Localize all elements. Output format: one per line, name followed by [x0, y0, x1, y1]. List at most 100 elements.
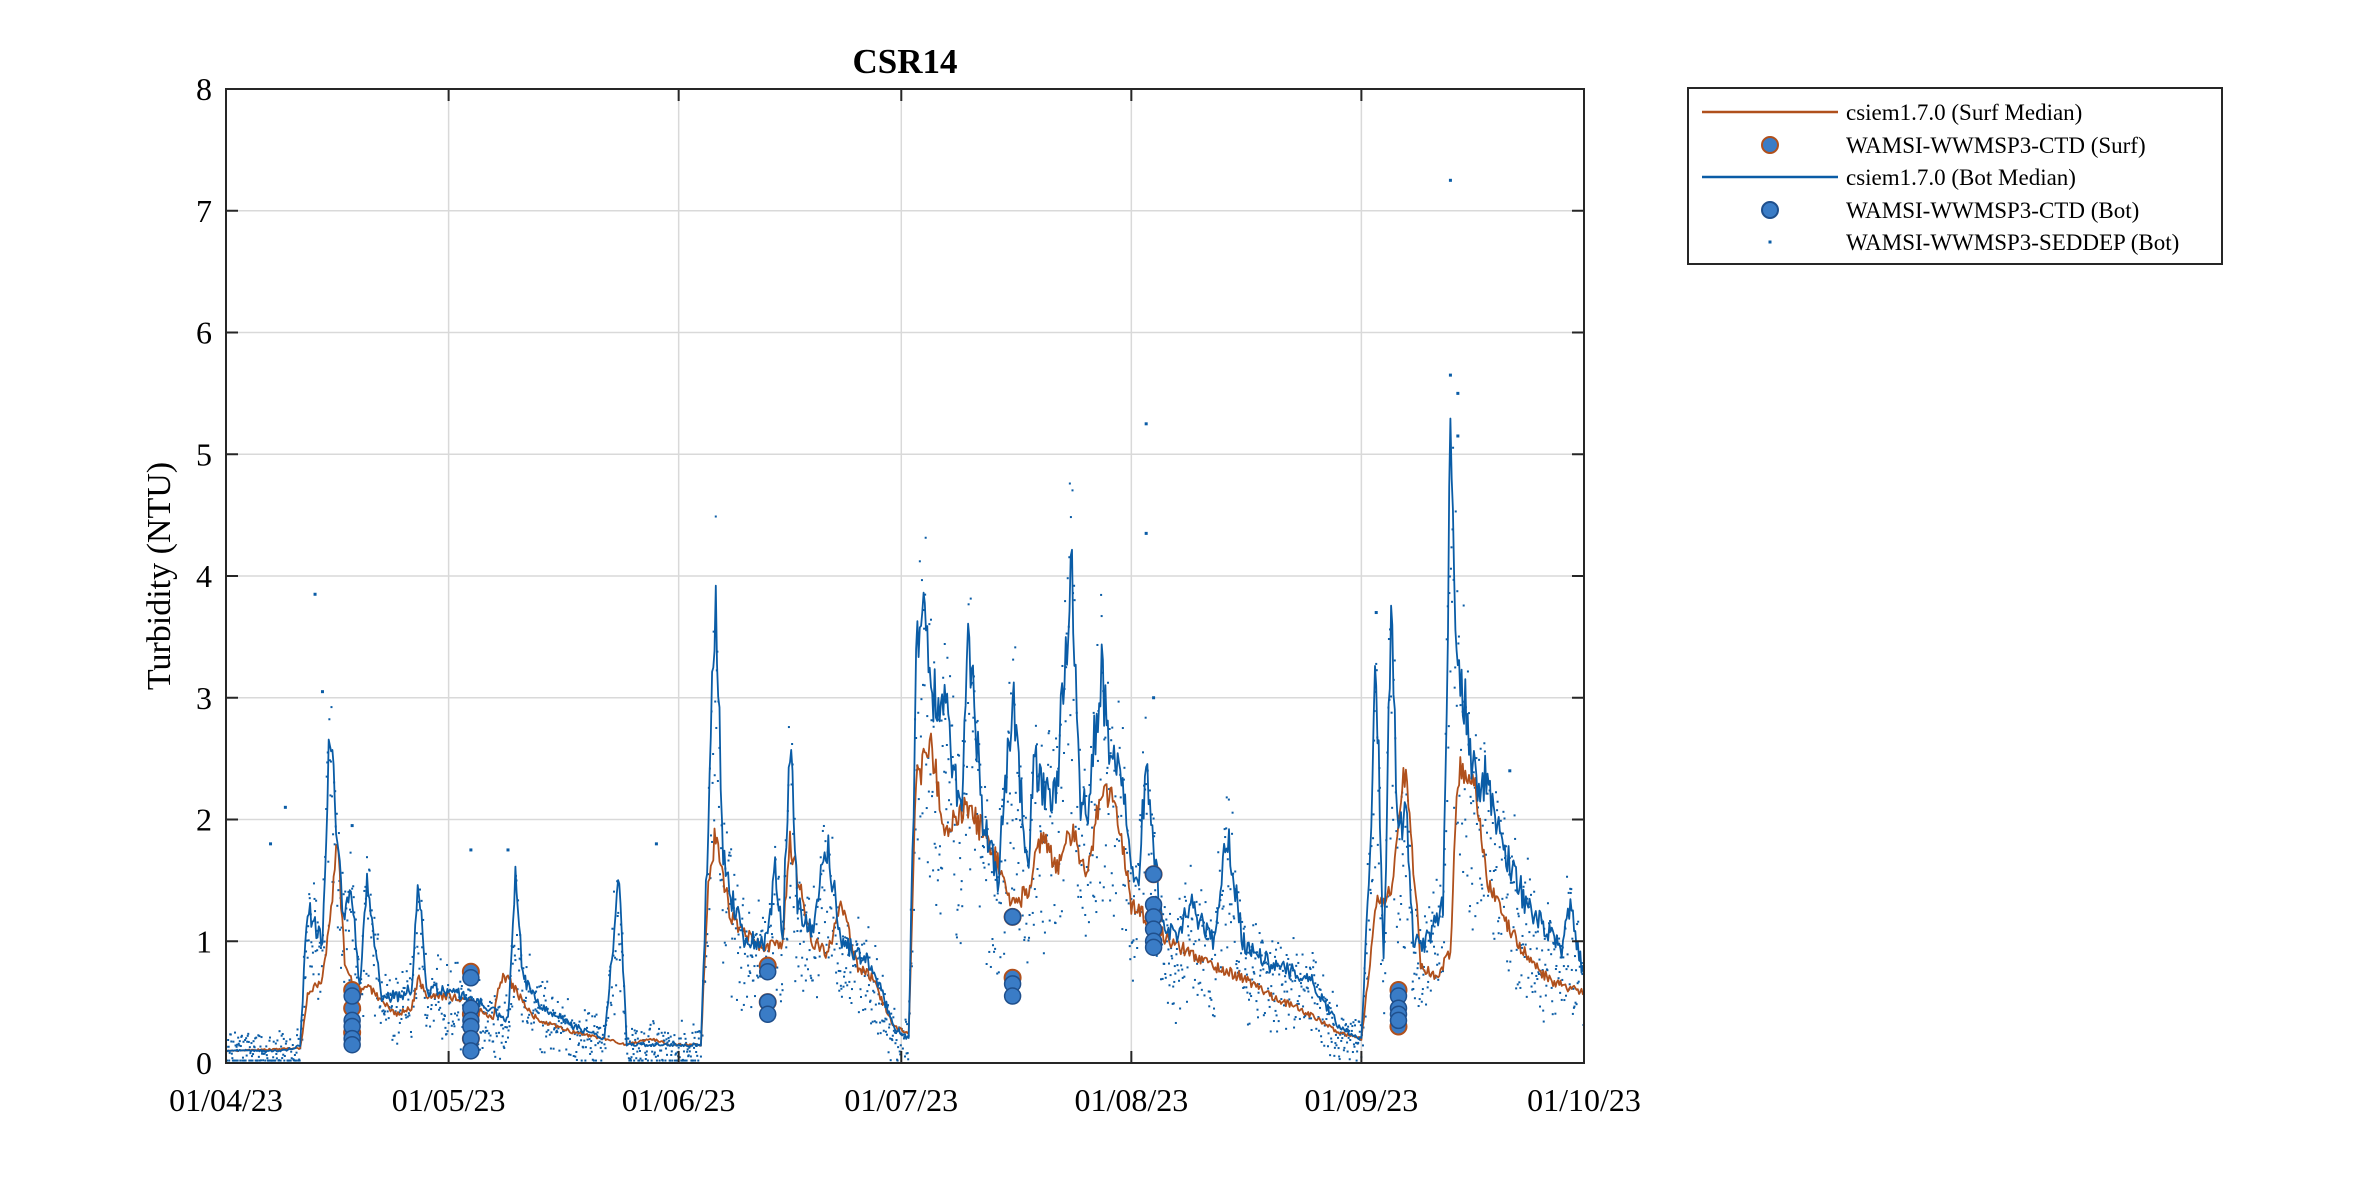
seddep-dot	[572, 1055, 575, 1058]
seddep-dot	[753, 965, 756, 968]
seddep-dot	[600, 1041, 603, 1044]
seddep-dot	[1484, 818, 1487, 821]
seddep-dot	[265, 1045, 268, 1048]
seddep-dot	[254, 1059, 257, 1062]
seddep-dot	[379, 1021, 382, 1024]
seddep-dot	[400, 990, 403, 993]
seddep-dot	[298, 1058, 301, 1061]
seddep-dot	[1267, 987, 1270, 990]
seddep-dot	[1520, 974, 1523, 977]
seddep-dot	[420, 932, 423, 935]
seddep-dot	[248, 1046, 251, 1049]
seddep-dot	[451, 1033, 454, 1036]
seddep-dot	[378, 1006, 381, 1009]
seddep-dot	[878, 987, 881, 990]
seddep-dot	[875, 958, 878, 961]
seddep-dot	[407, 998, 410, 1001]
seddep-dot	[1568, 983, 1571, 986]
seddep-dot	[1129, 958, 1132, 961]
seddep-dot	[1317, 1016, 1320, 1019]
seddep-dot	[513, 944, 516, 947]
seddep-dot	[278, 1030, 281, 1033]
seddep-dot	[1263, 1012, 1266, 1015]
seddep-dot	[583, 1039, 586, 1042]
seddep-dot	[1445, 830, 1448, 833]
seddep-dot	[1332, 1022, 1335, 1025]
seddep-dot	[839, 984, 842, 987]
seddep-dot	[283, 1055, 286, 1058]
seddep-dot	[1453, 686, 1456, 689]
seddep-dot	[599, 1026, 602, 1029]
seddep-dot	[1462, 604, 1465, 607]
seddep-dot	[881, 974, 884, 977]
seddep-dot	[1135, 938, 1138, 941]
seddep-dot	[228, 1051, 231, 1054]
seddep-dot	[385, 993, 388, 996]
seddep-dot	[691, 1031, 694, 1034]
seddep-dot	[1483, 742, 1486, 745]
seddep-dot	[1516, 907, 1519, 910]
seddep-dot	[1401, 853, 1404, 856]
seddep-dot	[227, 1045, 230, 1048]
seddep-dot	[1384, 932, 1387, 935]
seddep-dot	[827, 956, 830, 959]
seddep-dot	[721, 878, 724, 881]
seddep-dot	[932, 869, 935, 872]
seddep-dot	[1539, 995, 1542, 998]
seddep-dot	[597, 1042, 600, 1045]
seddep-dot	[1436, 963, 1439, 966]
seddep-dot	[1105, 772, 1108, 775]
seddep-dot	[669, 1035, 672, 1038]
seddep-dot	[1404, 825, 1407, 828]
seddep-dot	[832, 894, 835, 897]
seddep-dot	[985, 879, 988, 882]
seddep-dot	[1024, 816, 1027, 819]
seddep-dot	[1306, 987, 1309, 990]
seddep-dot	[1365, 952, 1368, 955]
seddep-dot	[435, 967, 438, 970]
seddep-dot	[864, 994, 867, 997]
seddep-dot	[892, 1016, 895, 1019]
seddep-dot	[1387, 638, 1390, 641]
seddep-dot	[1493, 937, 1496, 940]
seddep-dot	[1019, 765, 1022, 768]
seddep-dot	[502, 1045, 505, 1048]
seddep-dot	[975, 721, 978, 724]
seddep-dot	[280, 1034, 283, 1037]
seddep-dot	[955, 933, 958, 936]
seddep-dot	[999, 956, 1002, 959]
seddep-dot	[781, 989, 784, 992]
seddep-dot	[1171, 957, 1174, 960]
seddep-dot	[796, 930, 799, 933]
seddep-dot	[747, 975, 750, 978]
seddep-dot	[1414, 908, 1417, 911]
seddep-dot	[818, 955, 821, 958]
seddep-dot	[704, 965, 707, 968]
seddep-dot	[584, 1046, 587, 1049]
seddep-dot	[1324, 1000, 1327, 1003]
seddep-dot	[405, 1016, 408, 1019]
seddep-dot	[1179, 1007, 1182, 1010]
seddep-dot	[1263, 962, 1266, 965]
seddep-dot	[1237, 960, 1240, 963]
seddep-dot	[943, 643, 946, 646]
seddep-dot	[1451, 600, 1454, 603]
seddep-dot	[1456, 590, 1459, 593]
seddep-dot	[1313, 974, 1316, 977]
seddep-dot	[1040, 744, 1043, 747]
seddep-dot	[673, 1059, 676, 1062]
seddep-dot	[848, 997, 851, 1000]
seddep-dot	[1400, 902, 1403, 905]
seddep-dot	[1257, 1016, 1260, 1019]
seddep-dot	[785, 946, 788, 949]
seddep-dot	[943, 770, 946, 773]
ctd-bot-marker	[1003, 908, 1022, 926]
seddep-dot	[402, 1005, 405, 1008]
seddep-dot	[670, 1053, 673, 1056]
seddep-dot	[859, 988, 862, 991]
seddep-dot	[1230, 903, 1233, 906]
seddep-dot	[477, 1043, 480, 1046]
seddep-dot	[1203, 994, 1206, 997]
seddep-dot	[1099, 881, 1102, 884]
seddep-dot	[907, 1058, 910, 1061]
